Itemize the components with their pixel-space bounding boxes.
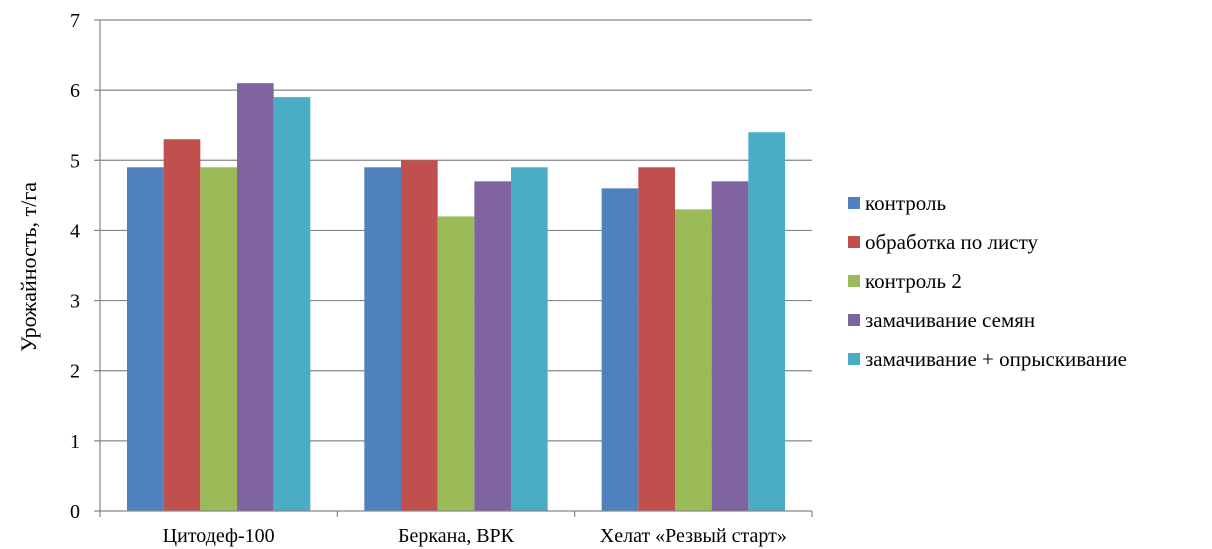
bar — [400, 160, 438, 512]
y-tick-label: 2 — [70, 361, 80, 383]
bar — [163, 139, 201, 511]
y-tick-label: 0 — [70, 501, 80, 523]
legend-swatch — [848, 236, 860, 248]
legend-label: контроль — [865, 191, 946, 215]
bar — [638, 167, 675, 512]
axes — [94, 19, 813, 517]
bar — [711, 181, 749, 512]
x-tick-labels: Цитодеф-100 Беркана, ВРК Хелат «Резвый ста… — [163, 525, 787, 547]
bar — [511, 167, 548, 512]
bar — [364, 167, 401, 512]
bar — [748, 132, 786, 511]
legend: контроль обработка по листу контроль 2 зама… — [848, 191, 1127, 371]
bar — [674, 209, 712, 511]
legend-swatch — [848, 197, 860, 209]
y-tick-label: 4 — [70, 220, 80, 242]
y-tick-labels: 0 1 2 3 4 5 6 7 — [70, 10, 80, 523]
bar — [237, 83, 274, 511]
bar — [601, 188, 639, 512]
legend-label: замачивание семян — [865, 308, 1035, 332]
y-tick-label: 5 — [70, 150, 80, 172]
x-tick-label: Цитодеф-100 — [163, 525, 275, 547]
legend-label: контроль 2 — [865, 269, 962, 293]
bar — [200, 167, 238, 512]
bar — [474, 181, 512, 512]
bar — [437, 216, 475, 511]
x-tick-label: Беркана, ВРК — [398, 525, 515, 547]
bars — [126, 83, 786, 512]
legend-swatch — [848, 314, 860, 326]
legend-label: обработка по листу — [865, 230, 1038, 254]
y-tick-label: 6 — [70, 80, 80, 102]
legend-swatch — [848, 353, 860, 365]
bar — [273, 97, 311, 512]
legend-label: замачивание + опрыскивание — [865, 347, 1127, 371]
y-tick-label: 7 — [70, 10, 80, 32]
x-tick-label: Хелат «Резвый старт» — [600, 525, 787, 547]
bar — [126, 167, 164, 512]
y-axis-label: Урожайность, т/га — [16, 182, 41, 352]
legend-swatch — [848, 275, 860, 287]
y-tick-label: 1 — [70, 431, 80, 453]
y-tick-label: 3 — [70, 291, 80, 313]
